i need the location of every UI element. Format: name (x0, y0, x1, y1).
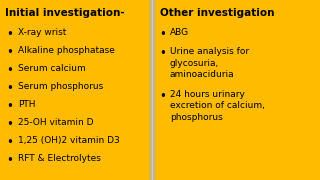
Text: RFT & Electrolytes: RFT & Electrolytes (18, 154, 101, 163)
Text: •: • (159, 28, 166, 41)
Text: •: • (6, 154, 13, 167)
Text: •: • (6, 28, 13, 41)
Text: •: • (6, 64, 13, 77)
Text: Serum phosphorus: Serum phosphorus (18, 82, 103, 91)
Text: •: • (159, 90, 166, 103)
Text: •: • (6, 82, 13, 95)
Text: •: • (6, 118, 13, 131)
Text: •: • (6, 100, 13, 113)
Text: •: • (6, 46, 13, 59)
Text: Serum calcium: Serum calcium (18, 64, 86, 73)
Text: 25-OH vitamin D: 25-OH vitamin D (18, 118, 93, 127)
Text: Urine analysis for
glycosuria,
aminoaciduria: Urine analysis for glycosuria, aminoacid… (170, 48, 249, 79)
Text: ABG: ABG (170, 28, 189, 37)
Text: •: • (6, 136, 13, 149)
Text: Alkaline phosphatase: Alkaline phosphatase (18, 46, 115, 55)
Text: PTH: PTH (18, 100, 36, 109)
Text: Initial investigation-: Initial investigation- (5, 8, 124, 18)
Text: Other investigation: Other investigation (160, 8, 275, 18)
Text: X-ray wrist: X-ray wrist (18, 28, 66, 37)
Text: •: • (159, 48, 166, 60)
Text: 24 hours urinary
excretion of calcium,
phosphorus: 24 hours urinary excretion of calcium, p… (170, 90, 265, 122)
Text: 1,25 (OH)2 vitamin D3: 1,25 (OH)2 vitamin D3 (18, 136, 120, 145)
